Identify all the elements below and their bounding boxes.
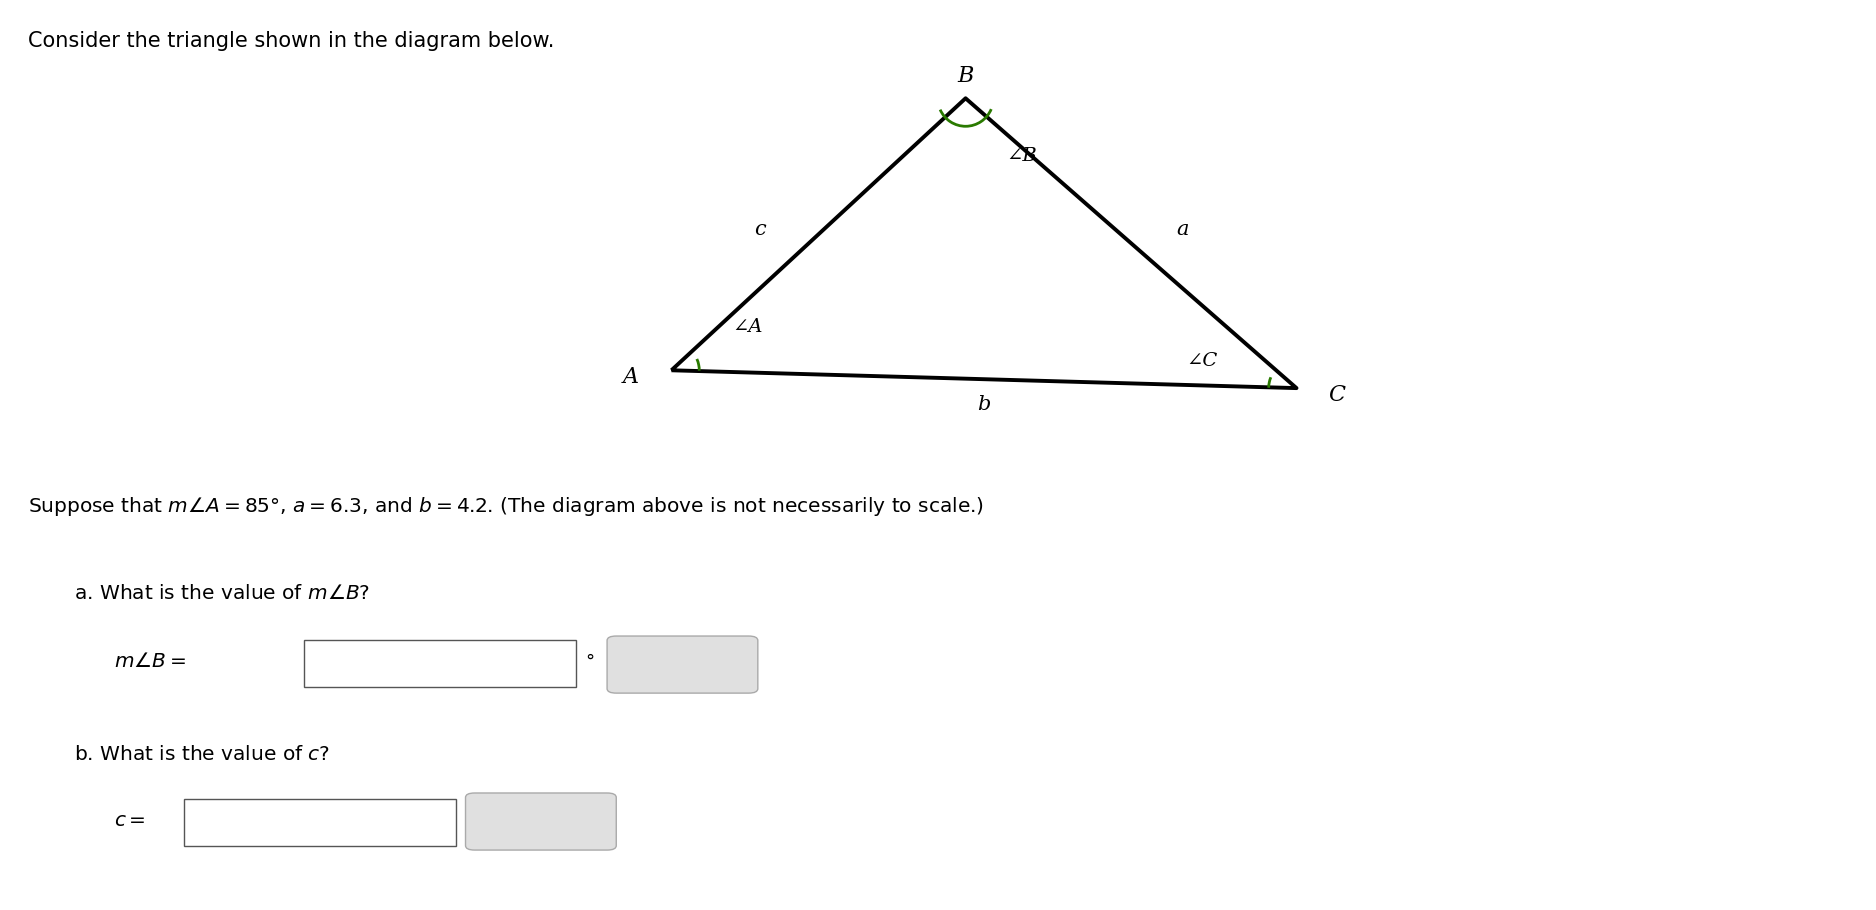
Text: A: A — [623, 367, 640, 389]
Text: a: a — [1176, 220, 1189, 239]
Text: B: B — [957, 65, 974, 87]
Text: ∠B: ∠B — [1006, 147, 1037, 166]
Text: a. What is the value of $m\angle B$?: a. What is the value of $m\angle B$? — [73, 584, 370, 603]
Text: ∠A: ∠A — [732, 318, 762, 337]
Text: °: ° — [585, 652, 595, 671]
Text: b: b — [977, 395, 991, 414]
FancyBboxPatch shape — [184, 799, 456, 845]
Text: c: c — [754, 220, 765, 239]
Text: C: C — [1328, 384, 1345, 406]
Text: $c =$: $c =$ — [114, 811, 146, 830]
Text: Preview: Preview — [507, 812, 576, 830]
FancyBboxPatch shape — [465, 793, 615, 850]
Text: b. What is the value of $c$?: b. What is the value of $c$? — [73, 744, 330, 763]
FancyBboxPatch shape — [304, 641, 576, 687]
Text: Preview: Preview — [647, 654, 719, 672]
FancyBboxPatch shape — [608, 636, 758, 693]
Text: $m\angle B =$: $m\angle B =$ — [114, 652, 186, 672]
Text: ∠C: ∠C — [1186, 352, 1218, 370]
Text: Consider the triangle shown in the diagram below.: Consider the triangle shown in the diagr… — [28, 32, 553, 51]
Text: Suppose that $m\angle A = 85°$, $a = 6.3$, and $b = 4.2$. (The diagram above is : Suppose that $m\angle A = 85°$, $a = 6.3… — [28, 495, 985, 518]
